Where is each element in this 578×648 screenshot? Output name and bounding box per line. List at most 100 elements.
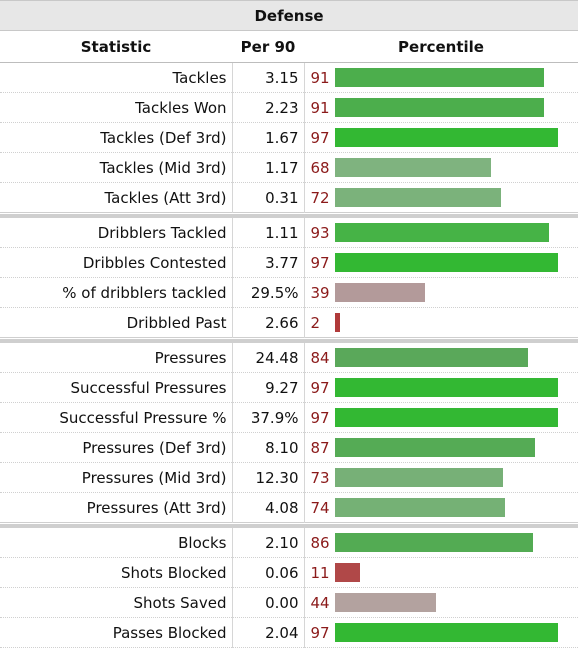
percentile-cell: 2 (304, 307, 578, 338)
percentile-bar (334, 98, 544, 117)
percentile-cell: 72 (304, 182, 578, 213)
percentile-bar-track (334, 283, 565, 302)
stat-name[interactable]: Tackles Won (0, 92, 233, 123)
stat-name[interactable]: Tackles (Mid 3rd) (0, 152, 233, 183)
per90-value: 8.10 (232, 432, 305, 463)
stat-name[interactable]: Pressures (Def 3rd) (0, 432, 233, 463)
percentile-value: 97 (310, 378, 330, 397)
percentile-value: 72 (310, 188, 330, 207)
per90-value: 29.5% (232, 277, 305, 308)
table-row: Successful Pressures 9.27 97 (0, 372, 578, 403)
stat-name[interactable]: Dribbled Past (0, 307, 233, 338)
percentile-bar (334, 253, 558, 272)
percentile-value: 39 (310, 283, 330, 302)
per90-value: 37.9% (232, 402, 305, 433)
percentile-bar-track (334, 188, 565, 207)
table-row: Successful Pressure % 37.9% 97 (0, 402, 578, 433)
percentile-bar-track (334, 438, 565, 457)
table-row: Tackles (Att 3rd) 0.31 72 (0, 182, 578, 213)
percentile-bar (334, 128, 558, 147)
table-row: Pressures 24.48 84 (0, 341, 578, 373)
percentile-cell: 68 (304, 152, 578, 183)
percentile-bar-track (334, 158, 565, 177)
percentile-bar (334, 623, 558, 642)
per90-value: 3.77 (232, 247, 305, 278)
percentile-cell: 97 (304, 122, 578, 153)
percentile-value: 44 (310, 593, 330, 612)
percentile-cell: 97 (304, 617, 578, 648)
percentile-bar-track (334, 98, 565, 117)
percentile-value: 86 (310, 533, 330, 552)
stat-name[interactable]: Blocks (0, 526, 233, 558)
percentile-bar-track (334, 533, 565, 552)
group-separator (0, 522, 578, 528)
stat-name[interactable]: Dribblers Tackled (0, 216, 233, 248)
percentile-bar (334, 438, 535, 457)
stat-name[interactable]: Pressures (Att 3rd) (0, 492, 233, 523)
percentile-bar-track (334, 253, 565, 272)
stat-name[interactable]: Pressures (0, 341, 233, 373)
percentile-value: 2 (310, 313, 321, 332)
percentile-bar (334, 68, 544, 87)
table-row: Tackles 3.15 91 (0, 62, 578, 93)
percentile-cell: 97 (304, 372, 578, 403)
percentile-value: 73 (310, 468, 330, 487)
percentile-bar (334, 593, 436, 612)
percentile-cell: 86 (304, 526, 578, 558)
stat-name[interactable]: Tackles (Def 3rd) (0, 122, 233, 153)
stat-name[interactable]: Passes Blocked (0, 617, 233, 648)
stat-name[interactable]: Successful Pressure % (0, 402, 233, 433)
percentile-cell: 87 (304, 432, 578, 463)
percentile-bar-track (334, 563, 565, 582)
per90-value: 2.23 (232, 92, 305, 123)
table-row: Blocks 2.10 86 (0, 526, 578, 558)
stat-name[interactable]: Tackles (Att 3rd) (0, 182, 233, 213)
percentile-cell: 39 (304, 277, 578, 308)
percentile-bar (334, 563, 360, 582)
separator-cell (0, 522, 578, 528)
column-header-percentile[interactable]: Percentile (304, 30, 578, 63)
percentile-cell: 73 (304, 462, 578, 493)
percentile-cell: 97 (304, 247, 578, 278)
percentile-bar (334, 188, 501, 207)
stat-name[interactable]: Dribbles Contested (0, 247, 233, 278)
percentile-bar-track (334, 68, 565, 87)
per90-value: 2.10 (232, 526, 305, 558)
percentile-value: 74 (310, 498, 330, 517)
percentile-value: 97 (310, 623, 330, 642)
percentile-cell: 91 (304, 92, 578, 123)
percentile-value: 97 (310, 253, 330, 272)
table-row: Tackles (Def 3rd) 1.67 97 (0, 122, 578, 153)
percentile-bar-track (334, 313, 565, 332)
percentile-bar (334, 498, 505, 517)
stat-name[interactable]: Shots Blocked (0, 557, 233, 588)
percentile-bar-track (334, 623, 565, 642)
stat-name[interactable]: Pressures (Mid 3rd) (0, 462, 233, 493)
per90-value: 0.00 (232, 587, 305, 618)
column-header-per90[interactable]: Per 90 (232, 30, 304, 63)
per90-value: 2.04 (232, 617, 305, 648)
group-separator (0, 212, 578, 218)
percentile-bar-track (334, 408, 565, 427)
stat-name[interactable]: Successful Pressures (0, 372, 233, 403)
table-row: Dribbled Past 2.66 2 (0, 307, 578, 338)
percentile-bar-track (334, 593, 565, 612)
per90-value: 9.27 (232, 372, 305, 403)
stat-name[interactable]: Tackles (0, 62, 233, 93)
per90-value: 24.48 (232, 341, 305, 373)
percentile-bar (334, 348, 528, 367)
stat-name[interactable]: % of dribblers tackled (0, 277, 233, 308)
group-separator (0, 337, 578, 343)
percentile-bar (334, 468, 503, 487)
stat-name[interactable]: Shots Saved (0, 587, 233, 618)
percentile-bar (334, 408, 558, 427)
percentile-cell: 93 (304, 216, 578, 248)
percentile-bar-track (334, 378, 565, 397)
percentile-value: 97 (310, 128, 330, 147)
percentile-cell: 74 (304, 492, 578, 523)
table-row: Shots Blocked 0.06 11 (0, 557, 578, 588)
per90-value: 0.31 (232, 182, 305, 213)
table-row: Pressures (Def 3rd) 8.10 87 (0, 432, 578, 463)
column-header-statistic[interactable]: Statistic (0, 30, 232, 63)
